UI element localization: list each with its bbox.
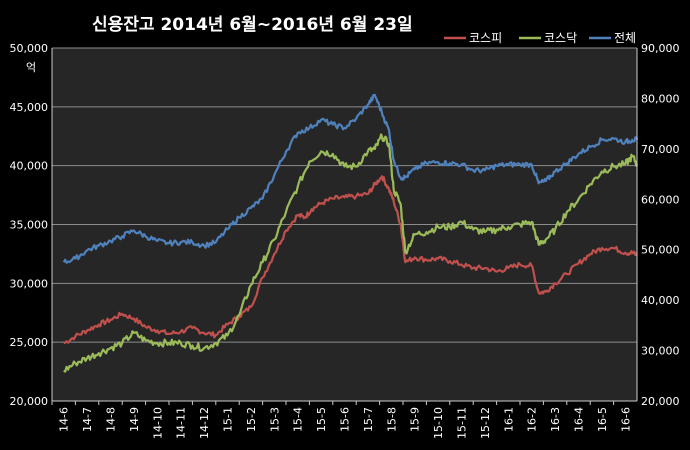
left-tick-label: 30,000 — [10, 277, 49, 290]
right-y-axis: 20,000 30,000 40,000 50,000 60,000 70,000 80,0… — [641, 42, 680, 408]
legend-label: 전체 — [614, 31, 636, 45]
left-tick-label: 20,000 — [10, 395, 49, 408]
x-tick-label: 15-4 — [292, 407, 305, 432]
left-y-axis: 20,000 25,000 30,000 35,000 40,000 45,000 50,0… — [10, 42, 49, 408]
legend: 코스피 코스닥 전체 — [444, 31, 636, 45]
x-tick-label: 15-8 — [385, 407, 398, 432]
series-line — [62, 93, 639, 264]
x-tick-label: 14-7 — [81, 407, 94, 432]
x-tick-label: 14-11 — [175, 407, 188, 439]
right-tick-label: 40,000 — [641, 294, 680, 307]
x-tick-label: 15-2 — [245, 407, 258, 432]
left-tick-label: 40,000 — [10, 160, 49, 173]
x-tick-label: 14-9 — [128, 407, 141, 432]
x-tick-label: 15-1 — [222, 407, 235, 432]
x-axis: 14-6 14-7 14-8 14-9 14-10 14-11 14-12 15-1 15-2 1… — [51, 48, 638, 439]
x-tick-label: 14-12 — [198, 407, 211, 439]
x-tick-label: 15-11 — [456, 407, 469, 439]
x-tick-label: 15-9 — [409, 407, 422, 432]
right-tick-label: 80,000 — [641, 92, 680, 105]
x-tick-label: 16-1 — [502, 407, 515, 432]
x-tick-label: 15-12 — [479, 407, 492, 439]
right-tick-label: 20,000 — [641, 395, 680, 408]
x-tick-label: 14-10 — [151, 407, 164, 439]
legend-label: 코스피 — [469, 31, 502, 45]
y-unit-label: 억 — [26, 61, 36, 74]
x-tick-label: 16-5 — [596, 407, 609, 432]
right-tick-label: 50,000 — [641, 244, 680, 257]
x-tick-label: 15-3 — [268, 407, 281, 432]
right-tick-label: 60,000 — [641, 193, 680, 206]
series-lines — [62, 93, 639, 373]
x-tick-label: 16-4 — [573, 407, 586, 432]
left-tick-label: 35,000 — [10, 219, 49, 232]
right-tick-label: 30,000 — [641, 345, 680, 358]
right-tick-label: 70,000 — [641, 143, 680, 156]
x-tick-label: 16-3 — [549, 407, 562, 432]
chart-title: 신용잔고 2014년 6월~2016년 6월 23일 — [92, 15, 413, 35]
series-line — [63, 133, 639, 373]
x-tick-label: 15-6 — [339, 407, 352, 432]
x-tick-label: 15-10 — [432, 407, 445, 439]
x-tick-label: 15-5 — [315, 407, 328, 432]
legend-label: 코스닥 — [544, 31, 577, 45]
x-tick-label: 15-7 — [362, 407, 375, 432]
x-tick-label: 14-8 — [105, 407, 118, 432]
right-tick-label: 90,000 — [641, 42, 680, 55]
series-line — [63, 175, 638, 345]
left-tick-label: 25,000 — [10, 336, 49, 349]
x-tick-label: 16-2 — [526, 407, 539, 432]
x-tick-label: 14-6 — [58, 407, 71, 432]
x-tick-label: 16-6 — [619, 407, 632, 432]
left-tick-label: 45,000 — [10, 101, 49, 114]
left-tick-label: 50,000 — [10, 42, 49, 55]
